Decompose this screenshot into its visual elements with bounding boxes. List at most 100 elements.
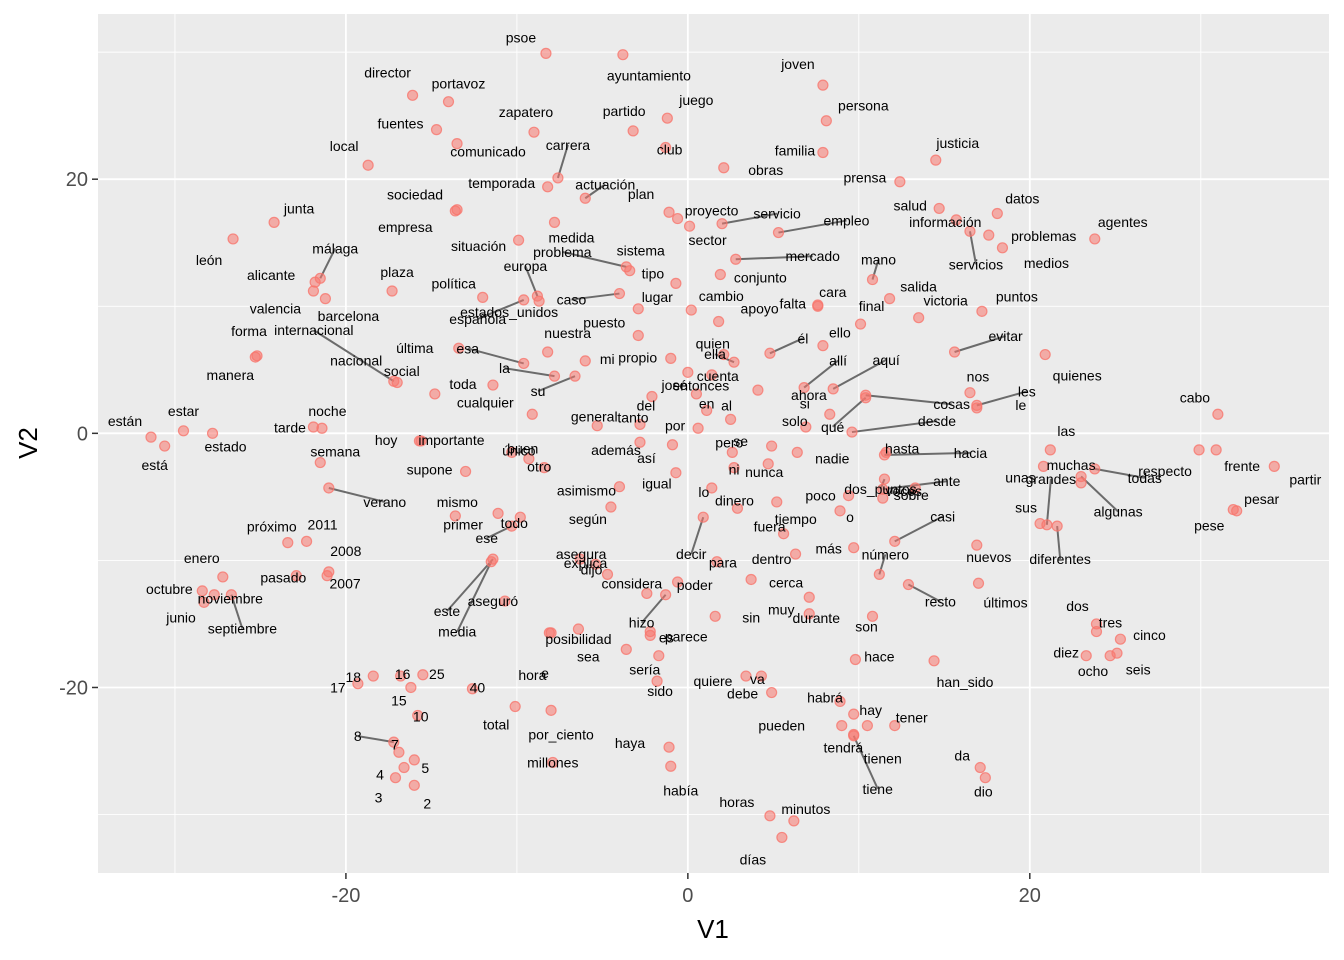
data-point [442,96,455,108]
point-label: quienes [1053,368,1102,384]
point-label: medios [1024,255,1069,271]
point-label: general [571,409,618,425]
point-label: mano [861,252,896,268]
point-label: psoe [506,29,537,45]
point-label: cosas [933,396,970,412]
point-label: haya [615,735,646,751]
point-label: semana [310,444,360,460]
data-point [976,305,988,317]
data-point [506,520,518,532]
y-axis-title: V2 [13,427,43,459]
point-label: por_ciento [528,726,594,742]
point-label: en [699,395,715,411]
point-label: e [541,665,549,681]
point-label: propio [618,349,657,365]
data-point [755,670,767,682]
data-point [316,422,328,434]
data-point [665,760,677,772]
data-point [788,815,800,827]
point-label: lugar [642,289,673,305]
point-label: estado [205,438,247,454]
point-label: datos [1005,191,1039,207]
point-label: nos [967,369,990,385]
leader-line [803,359,839,389]
data-point [824,408,836,420]
point-label: hay [859,702,882,718]
point-label: valencia [250,301,302,317]
data-point [528,126,540,138]
point-label: española [449,311,506,327]
leader-line [832,397,867,428]
point-label: cualquier [457,394,514,410]
point-label: sobre [894,487,929,503]
data-point [617,49,629,61]
point-label: les [1018,383,1036,399]
data-point [509,700,521,713]
data-point [632,329,644,342]
data-point [913,312,925,324]
data-point [777,528,790,540]
point-label: ayuntamiento [607,68,691,84]
data-point [542,346,554,358]
data-point [950,214,962,226]
point-label: ese [475,530,498,546]
data-point [848,730,860,742]
data-point [873,568,885,580]
data-point [548,216,561,228]
point-label: tipo [642,265,665,281]
point-label: partir [1289,471,1321,487]
data-point [1075,477,1087,489]
point-label: juego [678,92,713,108]
data-point [506,446,518,458]
point-label: seis [1126,662,1151,678]
data-point [697,511,709,523]
point-label: está [141,457,168,473]
point-label: para [709,555,737,571]
point-label: mismo [437,494,478,510]
point-label: europa [504,258,548,274]
data-point [591,420,603,432]
data-point [429,388,441,400]
point-labels: psoe ayuntamiento joven director portavoz per… [108,29,1322,867]
data-point [1089,233,1101,245]
point-label: la [499,360,510,376]
data-point [651,675,663,687]
data-points [145,47,1280,844]
data-point [854,318,867,330]
point-label: nadie [815,450,849,466]
point-label: situación [451,238,506,254]
data-point [718,162,730,174]
data-point [412,709,424,722]
data-point [1080,650,1092,662]
point-label: 3 [375,790,383,806]
data-point [601,568,614,580]
point-label: conjunto [734,269,787,285]
data-point [545,704,557,716]
data-point [730,253,742,265]
data-point [772,226,785,239]
point-label: octubre [146,581,193,597]
data-point [514,511,526,523]
data-point [991,207,1003,220]
point-label: grandes [1026,471,1077,487]
point-label: servicios [949,256,1003,272]
point-label: media [438,624,476,640]
data-point [417,669,429,681]
point-label: parece [665,629,708,645]
data-point [728,356,740,368]
leader-line [884,451,971,456]
point-label: política [432,275,477,291]
point-label: sería [629,662,660,678]
point-label: dijo [581,561,603,577]
data-point [724,413,737,425]
data-point [321,570,333,582]
data-point [1193,444,1205,456]
point-label: si [800,395,810,411]
data-point [877,492,889,504]
point-label: quien [696,336,730,352]
data-point [646,390,658,403]
point-label: problemas [1011,228,1076,244]
data-point [1111,647,1123,659]
point-label: zapatero [499,104,554,120]
